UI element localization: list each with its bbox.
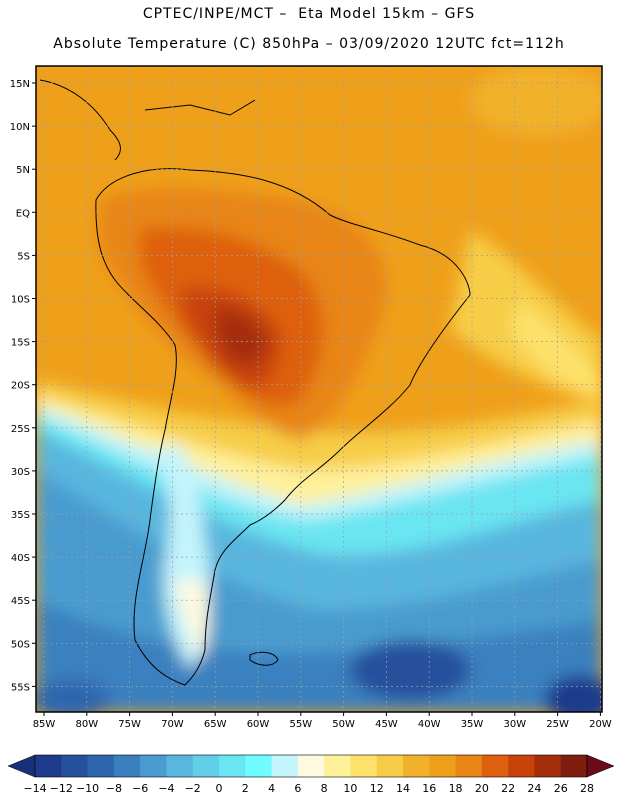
colorbar-swatch	[61, 755, 88, 777]
colorbar-underflow-arrow	[7, 754, 36, 778]
colorbar-label: −12	[50, 782, 73, 795]
colorbar-swatch	[508, 755, 535, 777]
colorbar-label: 10	[343, 782, 357, 795]
colorbar-swatch	[376, 755, 404, 777]
colorbar-label: −8	[106, 782, 122, 795]
colorbar-label: 4	[268, 782, 275, 795]
colorbar-label: 28	[580, 782, 594, 795]
lon-tick-label: 20W	[589, 719, 612, 730]
colorbar-label: 16	[422, 782, 436, 795]
colorbar-border	[34, 754, 588, 778]
lon-tick-label: 55W	[289, 719, 312, 730]
colorbar-label: −4	[158, 782, 174, 795]
chart-title-line1: CPTEC/INPE/MCT – Eta Model 15km – GFS	[142, 6, 476, 22]
colorbar-swatch	[455, 755, 483, 777]
lat-tick-label: 40S	[11, 553, 30, 564]
colorbar-swatch	[297, 755, 325, 777]
lat-tick-label: 15S	[11, 338, 30, 349]
colorbar-label: 12	[370, 782, 384, 795]
lon-tick-label: 45W	[375, 719, 398, 730]
lon-tick-label: 65W	[204, 719, 227, 730]
colorbar-swatch	[403, 755, 430, 777]
longitude-axis: 85W 80W 75W 70W 65W 60W 55W 50W 45W 40W 35W 30W 25W 2…	[33, 712, 612, 730]
lon-tick-label: 85W	[33, 719, 56, 730]
lon-tick-label: 25W	[546, 719, 569, 730]
lon-tick-label: 40W	[418, 719, 441, 730]
lon-tick-label: 60W	[247, 719, 270, 730]
lat-tick-label: 5N	[16, 165, 30, 176]
map-frame	[35, 65, 603, 713]
colorbar-swatch	[271, 755, 299, 777]
lat-tick-label: 10S	[11, 295, 30, 306]
colorbar-swatch	[560, 755, 588, 777]
colorbar-swatch	[481, 755, 509, 777]
colorbar-swatch	[192, 755, 220, 777]
colorbar-label: 6	[294, 782, 301, 795]
colorbar-swatch	[113, 755, 141, 777]
colorbar-label: −10	[76, 782, 99, 795]
lon-tick-label: 50W	[332, 719, 355, 730]
lon-tick-label: 80W	[75, 719, 98, 730]
lat-tick-label: 35S	[11, 510, 30, 521]
lat-tick-label: 15N	[10, 79, 30, 90]
colorbar-label: 14	[396, 782, 410, 795]
colorbar-label: 20	[475, 782, 489, 795]
colorbar-swatch	[245, 755, 272, 777]
lon-tick-label: 70W	[161, 719, 184, 730]
colorbar-swatch	[534, 755, 562, 777]
latitude-axis: 15N 10N 5N EQ 5S 10S 15S 20S 25S 30S 35S 40S 45S 50S 5…	[10, 79, 36, 693]
lat-tick-label: 5S	[17, 251, 30, 262]
colorbar-label: 8	[321, 782, 328, 795]
colorbar-label: 26	[554, 782, 568, 795]
lon-tick-label: 30W	[503, 719, 526, 730]
colorbar-swatch	[140, 755, 167, 777]
colorbar-swatch	[87, 755, 115, 777]
lat-tick-label: 55S	[11, 682, 30, 693]
colorbar: −14 −12 −10 −8 −6 −4 −2 0 2 4 6 8 10 12 14 16 18 20 22 24 26…	[7, 754, 615, 795]
colorbar-label: 18	[449, 782, 463, 795]
coastline	[39, 79, 471, 686]
colorbar-swatch	[166, 755, 194, 777]
chart-title-line2: Absolute Temperature (C) 850hPa – 03/09/…	[53, 36, 565, 52]
lon-tick-label: 35W	[461, 719, 484, 730]
colorbar-label: −6	[132, 782, 148, 795]
lat-tick-label: 30S	[11, 467, 30, 478]
temperature-field	[36, 66, 602, 712]
lat-tick-label: 25S	[11, 424, 30, 435]
colorbar-label: 24	[527, 782, 541, 795]
colorbar-overflow-arrow	[586, 754, 615, 778]
lat-tick-label: 50S	[11, 639, 30, 650]
colorbar-swatch	[350, 755, 378, 777]
colorbar-swatch	[35, 755, 62, 777]
graticule	[36, 66, 602, 712]
colorbar-label: 2	[242, 782, 249, 795]
colorbar-swatch	[219, 755, 246, 777]
colorbar-label: 22	[501, 782, 515, 795]
lat-tick-label: 10N	[10, 122, 30, 133]
lon-tick-label: 75W	[118, 719, 141, 730]
colorbar-swatch	[324, 755, 351, 777]
colorbar-label: 0	[216, 782, 223, 795]
colorbar-label: −2	[185, 782, 201, 795]
lat-tick-label: 20S	[11, 381, 30, 392]
colorbar-label: −14	[23, 782, 46, 795]
lat-tick-label: 45S	[11, 596, 30, 607]
lat-tick-label: EQ	[16, 208, 30, 219]
colorbar-swatch	[429, 755, 456, 777]
